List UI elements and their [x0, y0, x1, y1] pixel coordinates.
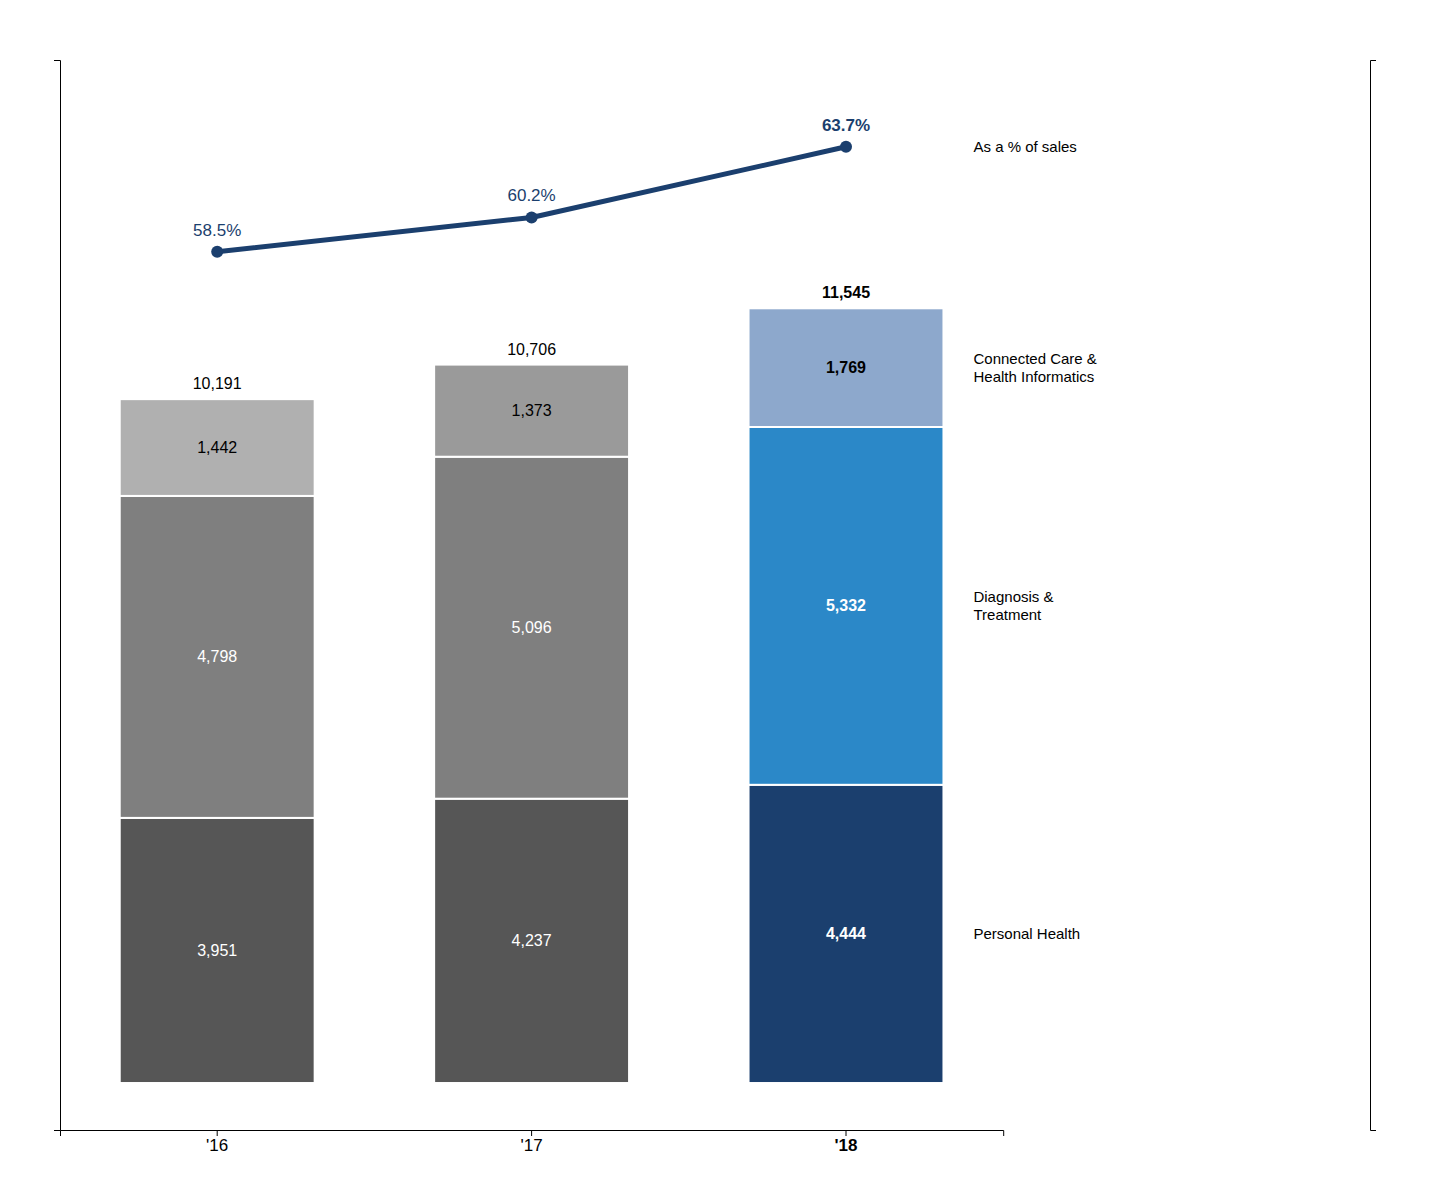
series-label: Diagnosis &Treatment: [973, 588, 1053, 623]
x-tick-label: '18: [835, 1136, 858, 1155]
labels: 3,951 4,237 4,444 Personal Health 4,798 5,096…: [193, 116, 1097, 959]
bar: [749, 308, 944, 427]
data-label: 4,798: [197, 648, 237, 665]
data-label: 5,332: [826, 597, 866, 614]
y-axis-line: [54, 61, 61, 1131]
data-label: 4,444: [826, 925, 866, 942]
chart: 3,951 4,237 4,444 Personal Health 4,798 5,096…: [0, 0, 1430, 1200]
x-axis: '16 '17 '18: [61, 1130, 1004, 1155]
total-label: 11,545: [822, 284, 870, 301]
y2-axis-line: [1371, 61, 1377, 1131]
x-tick: '17: [521, 1130, 543, 1155]
data-label: 58.5%: [193, 221, 241, 240]
series-label: Personal Health: [973, 925, 1080, 942]
data-label: 4,237: [512, 932, 552, 949]
bar: [434, 799, 629, 1083]
bar: [749, 785, 944, 1083]
y-axis: [54, 61, 61, 1131]
plot: 3,951 4,237 4,444 Personal Health 4,798 5,096…: [54, 61, 1376, 1156]
marks: [120, 141, 944, 1083]
x-tick: '16: [206, 1130, 228, 1155]
series-label: As a % of sales: [973, 138, 1076, 155]
data-label: 1,442: [197, 439, 237, 456]
y2-axis: [1371, 61, 1377, 1131]
data-label: 3,951: [197, 942, 237, 959]
bar: [120, 496, 315, 818]
bar: [434, 457, 629, 799]
bar: [749, 427, 944, 785]
bar: [120, 818, 315, 1083]
total-label: 10,191: [193, 375, 242, 392]
series-label: Connected Care &Health Informatics: [973, 350, 1096, 385]
x-tick-label: '16: [206, 1136, 228, 1155]
bar: [120, 399, 315, 496]
x-tick-label: '17: [521, 1136, 543, 1155]
data-label: 1,769: [826, 359, 866, 376]
data-label: 63.7%: [822, 116, 870, 135]
data-label: 5,096: [512, 619, 552, 636]
marker: [840, 141, 852, 153]
marker: [211, 246, 223, 258]
marker: [526, 211, 538, 223]
bar-series: [120, 785, 944, 1083]
x-tick: '18: [835, 1130, 858, 1155]
bar: [434, 365, 629, 457]
data-label: 60.2%: [507, 186, 555, 205]
line: [217, 147, 846, 252]
bar-series: [120, 308, 944, 496]
total-label: 10,706: [507, 341, 556, 358]
data-label: 1,373: [512, 402, 552, 419]
